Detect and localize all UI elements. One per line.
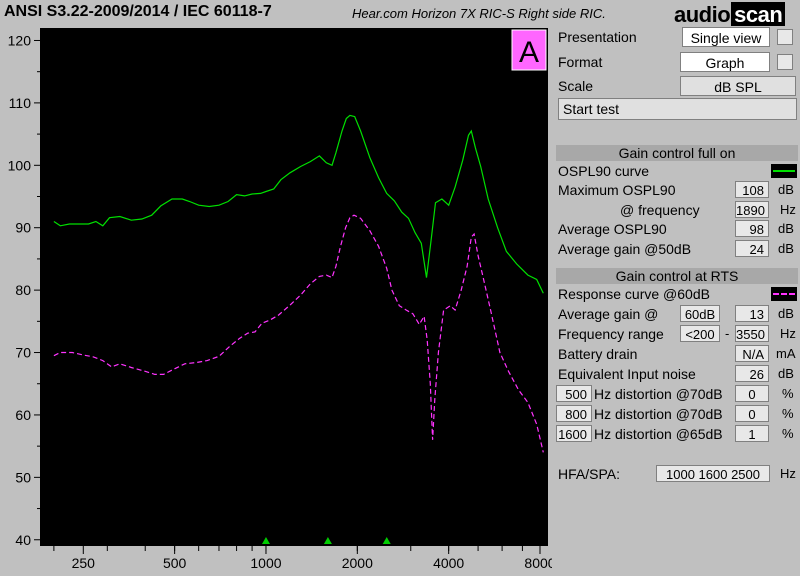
input-noise-value: 26 xyxy=(735,365,769,382)
max-ospl90-label: Maximum OSPL90 xyxy=(558,182,676,198)
y-tick-label: 70 xyxy=(15,345,31,361)
ospl90-legend-swatch xyxy=(771,164,797,178)
x-tick-label: 4000 xyxy=(433,555,464,571)
frequency-range-unit: Hz xyxy=(780,326,796,341)
distortion-1600-unit: % xyxy=(782,426,794,441)
max-frequency-value: 1890 xyxy=(735,201,769,218)
distortion-1600-freq: 1600 xyxy=(556,425,592,442)
avg-gain-rts-value: 13 xyxy=(735,305,769,322)
ospl90-legend-line xyxy=(773,170,795,172)
max-ospl90-unit: dB xyxy=(778,182,794,197)
scale-label: Scale xyxy=(558,78,594,94)
input-noise-label: Equivalent Input noise xyxy=(558,366,696,382)
avg-ospl90-label: Average OSPL90 xyxy=(558,221,667,237)
y-tick-label: 50 xyxy=(15,469,31,485)
distortion-800-value: 0 xyxy=(735,405,769,422)
start-test-button[interactable]: Start test xyxy=(558,98,797,120)
y-tick-label: 100 xyxy=(8,157,32,173)
plot-area xyxy=(40,28,548,546)
distortion-500-label: Hz distortion @70dB xyxy=(594,386,723,402)
distortion-800-unit: % xyxy=(782,406,794,421)
hfa-spa-unit: Hz xyxy=(780,466,796,481)
ospl90-curve-label: OSPL90 curve xyxy=(558,163,650,179)
section-rts: Gain control at RTS xyxy=(556,268,798,284)
x-tick-label: 8000 xyxy=(524,555,552,571)
format-label: Format xyxy=(558,54,603,70)
response-legend-line xyxy=(773,293,795,295)
format-select[interactable]: Graph xyxy=(680,52,770,72)
avg-gain-full-unit: dB xyxy=(778,241,794,256)
scale-value[interactable]: dB SPL xyxy=(680,76,796,96)
response-curve xyxy=(53,214,544,453)
battery-drain-unit: mA xyxy=(776,346,796,361)
avg-gain-full-label: Average gain @50dB xyxy=(558,241,692,257)
device-name: Hear.com Horizon 7X RIC-S Right side RIC… xyxy=(352,6,606,21)
hfa-marker xyxy=(261,537,270,544)
audioscan-logo: audio scan xyxy=(674,2,786,28)
view-badge xyxy=(511,29,547,71)
x-tick-label: 2000 xyxy=(342,555,373,571)
x-tick-label: 250 xyxy=(72,555,96,571)
avg-gain-rts-label: Average gain @ xyxy=(558,306,659,322)
test-standard: ANSI S3.22-2009/2014 / IEC 60118-7 xyxy=(4,3,272,20)
logo-text-scan: scan xyxy=(731,2,786,27)
presentation-select[interactable]: Single view xyxy=(682,27,770,47)
distortion-800-freq: 800 xyxy=(556,405,592,422)
distortion-500-unit: % xyxy=(782,386,794,401)
hfa-marker xyxy=(382,537,391,544)
y-tick-label: 120 xyxy=(8,32,32,48)
y-tick-label: 110 xyxy=(9,95,32,111)
battery-drain-label: Battery drain xyxy=(558,346,638,362)
format-toggle[interactable] xyxy=(777,54,793,70)
x-tick-label: 1000 xyxy=(250,555,281,571)
presentation-toggle[interactable] xyxy=(777,29,793,45)
logo-text-audio: audio xyxy=(674,2,731,27)
distortion-1600-label: Hz distortion @65dB xyxy=(594,426,723,442)
avg-ospl90-value: 98 xyxy=(735,220,769,237)
distortion-800-label: Hz distortion @70dB xyxy=(594,406,723,422)
frequency-range-separator: - xyxy=(725,326,730,341)
max-frequency-label: @ frequency xyxy=(620,202,700,218)
distortion-1600-value: 1 xyxy=(735,425,769,442)
avg-gain-rts-unit: dB xyxy=(778,306,794,321)
frequency-range-high: 3550 xyxy=(735,325,769,342)
y-tick-label: 40 xyxy=(15,532,31,548)
presentation-label: Presentation xyxy=(558,29,637,45)
ospl90-curve xyxy=(53,114,544,294)
avg-ospl90-unit: dB xyxy=(778,221,794,236)
frequency-range-label: Frequency range xyxy=(558,326,664,342)
input-noise-unit: dB xyxy=(778,366,794,381)
response-curve-label: Response curve @60dB xyxy=(558,286,710,302)
measurement-panel: Presentation Single view Format Graph Sc… xyxy=(552,26,800,576)
max-ospl90-value: 108 xyxy=(735,181,769,198)
response-legend-swatch xyxy=(771,287,797,301)
hfa-marker xyxy=(323,537,332,544)
avg-gain-input-level[interactable]: 60dB xyxy=(680,305,720,322)
section-full-on: Gain control full on xyxy=(556,145,798,161)
avg-gain-full-value: 24 xyxy=(735,240,769,257)
view-badge-letter: A xyxy=(519,36,539,69)
y-tick-label: 80 xyxy=(15,282,31,298)
title-bar: ANSI S3.22-2009/2014 / IEC 60118-7 Hear.… xyxy=(0,0,800,28)
y-tick-label: 60 xyxy=(15,407,31,423)
hfa-spa-label: HFA/SPA: xyxy=(558,466,620,482)
distortion-500-value: 0 xyxy=(735,385,769,402)
frequency-range-low: <200 xyxy=(680,325,720,342)
y-tick-label: 90 xyxy=(15,220,31,236)
battery-drain-value: N/A xyxy=(735,345,769,362)
max-frequency-unit: Hz xyxy=(780,202,796,217)
response-graph: 40 50 60 70 80 90 100 110 120 250 500 1000 2000 4000 8… xyxy=(8,28,552,571)
distortion-500-freq: 500 xyxy=(556,385,592,402)
x-tick-label: 500 xyxy=(163,555,187,571)
hfa-spa-value: 1000 1600 2500 xyxy=(656,465,770,482)
